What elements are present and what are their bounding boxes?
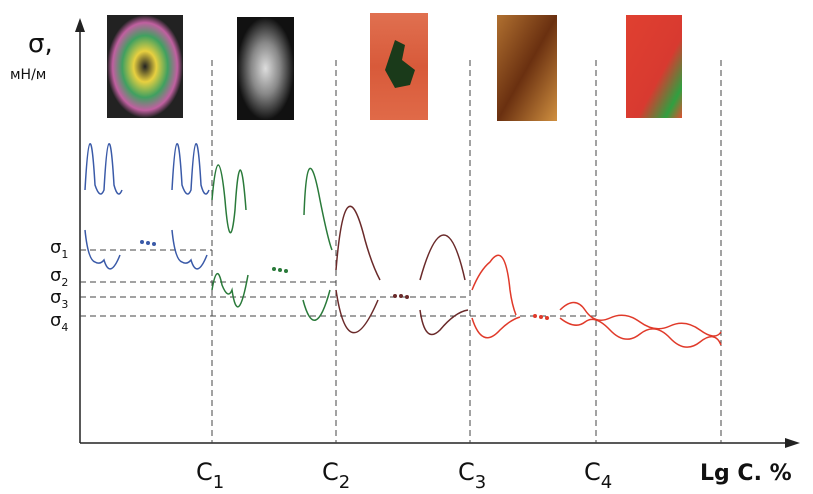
dot [399, 294, 403, 298]
y-axis-unit: мН/м [10, 67, 46, 83]
curves [85, 144, 721, 347]
dot [405, 295, 409, 299]
dot [278, 268, 282, 272]
curve [420, 235, 465, 280]
curve [212, 274, 248, 307]
dot [146, 241, 150, 245]
symbol: C [196, 458, 213, 486]
index: 3 [61, 298, 68, 311]
index: 2 [339, 472, 350, 493]
ellipsis-dots [140, 240, 549, 320]
symbol: σ [50, 265, 61, 286]
curve [472, 317, 520, 338]
index: 4 [61, 321, 68, 334]
dot [393, 294, 397, 298]
curve [560, 303, 721, 337]
curve [172, 230, 207, 269]
level-label: σ1 [50, 237, 68, 261]
symbol: C [458, 458, 475, 486]
symbol: C [584, 458, 601, 486]
index: 3 [475, 472, 486, 493]
photo [237, 17, 294, 120]
dot [545, 316, 549, 320]
symbol: σ [50, 310, 61, 331]
concentration-label: C4 [584, 458, 612, 493]
index: 1 [61, 248, 68, 261]
curve [304, 168, 332, 250]
level-label: σ4 [50, 310, 68, 334]
dot [533, 314, 537, 318]
curve [336, 206, 380, 280]
y-axis-label: σ, [28, 29, 53, 59]
dot [539, 315, 543, 319]
symbol: σ [50, 287, 61, 308]
dot [152, 242, 156, 246]
axes [75, 18, 800, 448]
index: 4 [601, 472, 612, 493]
photo [497, 15, 557, 121]
diagram: σ, мН/м σ1 σ2 σ3 σ4 C1 C2 C3 C4 Lg C. % [0, 0, 813, 494]
curve [85, 230, 120, 269]
curve [420, 310, 468, 335]
concentration-label: C1 [196, 458, 224, 493]
level-label: σ2 [50, 265, 68, 289]
level-label: σ3 [50, 287, 68, 311]
concentration-label: C2 [322, 458, 350, 493]
symbol: σ [50, 237, 61, 258]
index: 2 [61, 276, 68, 289]
concentration-label: C3 [458, 458, 486, 493]
horizontal-guides [80, 250, 596, 316]
curve [172, 144, 209, 194]
x-axis-label: Lg C. % [700, 461, 792, 486]
curve [212, 165, 246, 233]
curve [472, 255, 516, 315]
dot [272, 267, 276, 271]
dot [284, 269, 288, 273]
curve [85, 144, 122, 194]
dot [140, 240, 144, 244]
arrow [785, 438, 800, 448]
photo [107, 15, 183, 118]
arrow [75, 18, 85, 32]
index: 1 [213, 472, 224, 493]
symbol: C [322, 458, 339, 486]
photo [626, 15, 682, 118]
curve [336, 290, 378, 333]
